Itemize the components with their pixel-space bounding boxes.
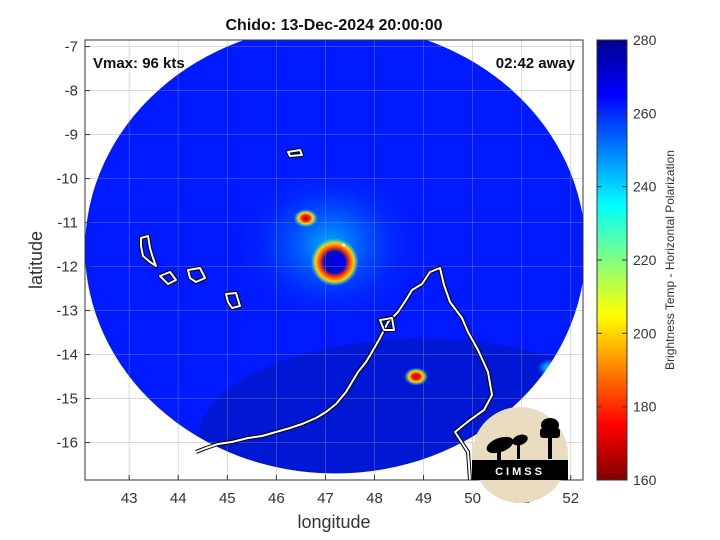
- x-tick-label: 43: [121, 490, 138, 507]
- colorbar-tick-label: 220: [633, 252, 657, 268]
- colorbar-tick-label: 280: [633, 32, 657, 48]
- x-tick-label: 48: [366, 490, 383, 507]
- x-tick-label: 45: [219, 490, 236, 507]
- x-tick-label: 50: [464, 490, 481, 507]
- convective-cell: [293, 209, 318, 228]
- y-tick-label: -12: [56, 259, 78, 276]
- y-tick-label: -7: [65, 39, 78, 56]
- coast-mayotte: [225, 292, 241, 309]
- y-tick-label: -15: [56, 391, 78, 408]
- y-tick-label: -16: [56, 435, 78, 452]
- y-tick-label: -13: [56, 303, 78, 320]
- coast-small-isle: [287, 149, 303, 157]
- coast-grande-comore: [140, 235, 157, 267]
- vmax-annotation: Vmax: 96 kts: [93, 55, 185, 72]
- colorbar: 160 180 200 220 240 260 280 Brightness Temp - …: [596, 32, 677, 488]
- colorbar-label: Brightness Temp - Horizontal Polarizatio…: [663, 150, 677, 370]
- chart-title: Chido: 13-Dec-2024 20:00:00: [226, 17, 443, 34]
- y-axis-label: latitude: [26, 231, 46, 289]
- colorbar-tick-label: 260: [633, 105, 657, 121]
- logo-text: CIMSS: [495, 466, 545, 478]
- x-tick-label: 47: [317, 490, 334, 507]
- x-tick-label: 52: [562, 490, 579, 507]
- coast-moheli: [159, 271, 177, 285]
- y-tick-label: -9: [65, 127, 78, 144]
- colorbar-tick-label: 180: [633, 399, 657, 415]
- y-tick-label: -14: [56, 347, 78, 364]
- coast-anjouan: [187, 267, 206, 283]
- time-away-annotation: 02:42 away: [496, 55, 576, 72]
- plot-area: [84, 39, 584, 481]
- coast-madagascar-islet: [379, 317, 395, 331]
- x-axis-label: longitude: [297, 512, 370, 532]
- storm-center-marker: [342, 243, 346, 247]
- convective-cell: [404, 367, 429, 386]
- grid-lines: [85, 40, 583, 480]
- x-tick-label: 49: [415, 490, 432, 507]
- y-tick-label: -10: [56, 171, 78, 188]
- colorbar-ticks: 160 180 200 220 240 260 280: [597, 32, 657, 488]
- cimss-logo: CIMSS: [472, 407, 568, 503]
- y-axis-ticks: -7 -8 -9 -10 -11 -12 -13 -14 -15 -16: [56, 39, 90, 452]
- x-tick-label: 46: [268, 490, 285, 507]
- y-tick-label: -8: [65, 83, 78, 100]
- colorbar-tick-label: 160: [633, 472, 657, 488]
- y-tick-label: -11: [57, 215, 78, 232]
- plot-frame: [84, 39, 584, 481]
- coastlines: [139, 148, 494, 480]
- storm-eye: [329, 254, 346, 271]
- colorbar-tick-label: 240: [633, 179, 657, 195]
- colorbar-tick-label: 200: [633, 325, 657, 341]
- coast-madagascar-north: [195, 267, 493, 480]
- x-tick-label: 44: [170, 490, 187, 507]
